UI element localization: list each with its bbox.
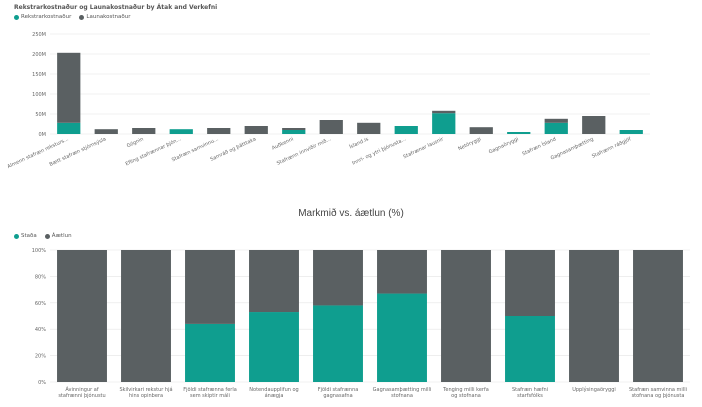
x-tick-label: Stafrænar lausnir <box>402 136 445 160</box>
y-tick-label: 50M <box>35 112 46 118</box>
y-tick-label: 200M <box>32 52 46 58</box>
bar-segment[interactable] <box>282 130 306 134</box>
bar-segment[interactable] <box>569 250 619 382</box>
x-tick-label: Upplýsingaöryggi <box>572 386 616 393</box>
x-tick-label: Skilvirkari rekstur hjá hins opinbera <box>119 386 172 399</box>
y-tick-label: 100M <box>32 92 46 98</box>
bar-segment[interactable] <box>313 305 363 382</box>
bar-segment[interactable] <box>94 129 118 134</box>
legend-label: Staða <box>21 233 37 239</box>
x-tick-label: Netöryggi <box>457 136 482 152</box>
bar-segment[interactable] <box>619 130 643 134</box>
y-tick-label: 80% <box>35 274 46 280</box>
bar-segment[interactable] <box>57 250 107 382</box>
bar-segment[interactable] <box>432 113 456 134</box>
legend-label: Rekstrarkostnaður <box>21 14 72 20</box>
bar-segment[interactable] <box>441 250 491 382</box>
legend-label: Áætlun <box>51 233 72 239</box>
x-tick-label: Stafræn Ísland <box>521 135 557 157</box>
bar-segment[interactable] <box>544 122 568 134</box>
top-chart-plot: 0M 50M 100M 150M 200M 250M Almenn stafræn reks… <box>6 32 650 170</box>
y-tick-label: 100% <box>32 248 47 254</box>
bar-segment[interactable] <box>432 110 456 114</box>
top-chart-title: Rekstrarkostnaður og Launakostnaður by Á… <box>14 4 218 11</box>
bottom-chart-plot: 0% 20% 40% 60% 80% 100% Ávinningur af stafrænni… <box>32 248 690 399</box>
y-tick-label: 20% <box>35 354 46 360</box>
bar-segment[interactable] <box>319 120 343 134</box>
x-tick-label: Auðkenni <box>271 136 295 151</box>
y-tick-label: 250M <box>32 32 46 38</box>
bar-segment[interactable] <box>633 250 683 382</box>
bar-segment[interactable] <box>249 312 299 382</box>
x-tick-label: Fjöldi stafrænna ferla sem skiptir máli <box>183 387 237 399</box>
x-tick-label: Stafrænn ráðgjöf <box>591 135 633 159</box>
bar-segment[interactable] <box>282 128 306 130</box>
x-tick-label: Ísland.is <box>348 135 370 150</box>
x-tick-label: Fjöldi stafrænna gagnasafna <box>318 387 359 399</box>
legend-item-gray[interactable]: Áætlun <box>44 233 72 239</box>
y-tick-label: 0% <box>38 380 46 386</box>
legend-swatch-teal <box>14 233 19 239</box>
bar-segment[interactable] <box>469 127 493 134</box>
legend-swatch-teal <box>14 14 19 20</box>
bar-segment[interactable] <box>249 250 299 313</box>
x-tick-label: Gagnaöryggi <box>488 136 520 155</box>
bottom-chart: Markmið vs. áætlun (%) Staða Áætlun 0% 20… <box>0 200 702 407</box>
bar-segment[interactable] <box>377 250 427 294</box>
legend-swatch-gray <box>79 14 85 20</box>
bar-segment[interactable] <box>244 126 268 134</box>
bottom-chart-title: Markmið vs. áætlun (%) <box>298 208 404 219</box>
bar-segment[interactable] <box>507 132 531 134</box>
legend-label: Launakostnaður <box>86 14 131 20</box>
y-tick-label: 0M <box>39 132 47 138</box>
bar-segment[interactable] <box>57 52 81 123</box>
bar-segment[interactable] <box>377 293 427 382</box>
x-tick-label: Notendaupplifun og ánægja <box>249 387 298 399</box>
bar-segment[interactable] <box>544 118 568 123</box>
legend-item-teal[interactable]: Rekstrarkostnaður <box>14 14 71 20</box>
bar-segment[interactable] <box>185 323 235 382</box>
top-chart: Rekstrarkostnaður og Launakostnaður by Á… <box>0 0 702 200</box>
x-tick-label: Stafræn hæfni starfsfólks <box>512 387 548 399</box>
y-tick-label: 150M <box>32 72 46 78</box>
x-tick-label: Stafræn samvinna milli stofnana og þjónus… <box>629 387 687 399</box>
y-tick-label: 60% <box>35 301 46 307</box>
bar-segment[interactable] <box>394 126 418 134</box>
x-tick-label: Gagnasamþætting <box>550 136 595 161</box>
bar-segment[interactable] <box>505 250 555 316</box>
bar-segment[interactable] <box>505 316 555 382</box>
legend-item-teal[interactable]: Staða <box>14 233 37 239</box>
bottom-chart-legend: Staða Áætlun <box>14 233 72 239</box>
bar-segment[interactable] <box>121 250 171 382</box>
bar-segment[interactable] <box>313 250 363 306</box>
top-chart-legend: Rekstrarkostnaður Launakostnaður <box>14 14 131 20</box>
bar-segment[interactable] <box>582 116 606 134</box>
bar-segment[interactable] <box>57 122 81 134</box>
legend-item-gray[interactable]: Launakostnaður <box>79 14 131 20</box>
x-tick-label: Almenn stafræn reksturs... <box>6 136 70 170</box>
legend-swatch-gray <box>44 233 50 239</box>
x-tick-label: Gagnasamþætting milli stofnana <box>373 387 432 399</box>
x-tick-label: Ávinningur af stafrænni þjónustu <box>58 386 105 399</box>
y-tick-label: 40% <box>35 327 46 333</box>
bar-segment[interactable] <box>207 128 231 134</box>
x-tick-label: Tenging milli kerfa og stofnana <box>442 387 489 399</box>
bar-segment[interactable] <box>169 129 193 134</box>
x-tick-label: Gögnin <box>126 136 145 149</box>
bar-segment[interactable] <box>185 250 235 324</box>
bar-segment[interactable] <box>357 122 381 134</box>
bar-segment[interactable] <box>132 128 156 134</box>
